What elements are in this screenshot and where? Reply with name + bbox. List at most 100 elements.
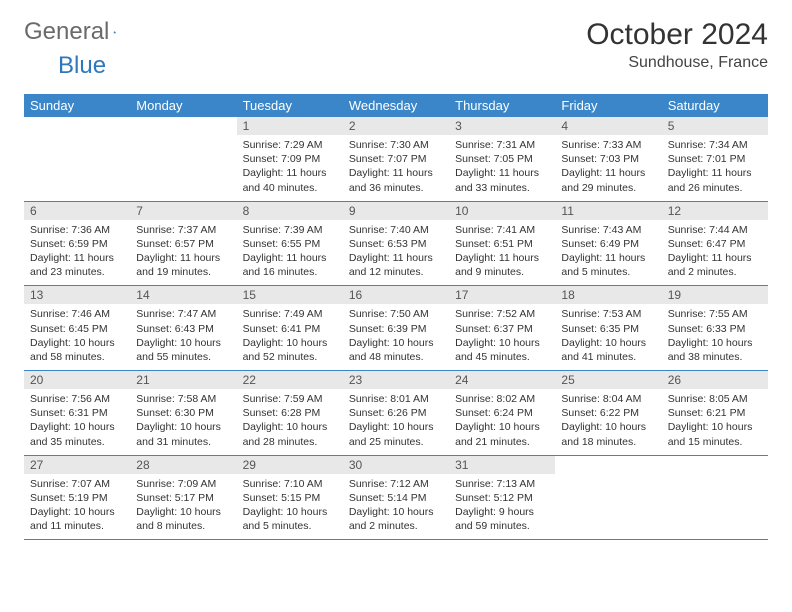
calendar-day-cell: 25Sunrise: 8:04 AMSunset: 6:22 PMDayligh… (555, 371, 661, 456)
day-number: 11 (555, 202, 661, 220)
day-number: 28 (130, 456, 236, 474)
daylight-text: Daylight: 11 hours and 2 minutes. (668, 251, 762, 279)
calendar-day-cell: 14Sunrise: 7:47 AMSunset: 6:43 PMDayligh… (130, 286, 236, 371)
day-number: 27 (24, 456, 130, 474)
daylight-text: Daylight: 10 hours and 15 minutes. (668, 420, 762, 448)
sunrise-text: Sunrise: 7:52 AM (455, 307, 549, 321)
logo-text-blue: Blue (58, 52, 106, 80)
location-title: Sundhouse, France (586, 54, 768, 72)
day-details: Sunrise: 7:59 AMSunset: 6:28 PMDaylight:… (237, 389, 343, 455)
sunset-text: Sunset: 6:31 PM (30, 406, 124, 420)
calendar-day-cell: 6Sunrise: 7:36 AMSunset: 6:59 PMDaylight… (24, 201, 130, 286)
sunset-text: Sunset: 5:14 PM (349, 491, 443, 505)
day-details: Sunrise: 7:58 AMSunset: 6:30 PMDaylight:… (130, 389, 236, 455)
daylight-text: Daylight: 10 hours and 21 minutes. (455, 420, 549, 448)
calendar-table: SundayMondayTuesdayWednesdayThursdayFrid… (24, 94, 768, 540)
day-details: Sunrise: 7:36 AMSunset: 6:59 PMDaylight:… (24, 220, 130, 286)
sunset-text: Sunset: 7:09 PM (243, 152, 337, 166)
sunset-text: Sunset: 6:53 PM (349, 237, 443, 251)
sunset-text: Sunset: 6:37 PM (455, 322, 549, 336)
day-number: 1 (237, 117, 343, 135)
day-details: Sunrise: 7:53 AMSunset: 6:35 PMDaylight:… (555, 304, 661, 370)
sunset-text: Sunset: 6:55 PM (243, 237, 337, 251)
sunset-text: Sunset: 6:59 PM (30, 237, 124, 251)
calendar-day-cell: 20Sunrise: 7:56 AMSunset: 6:31 PMDayligh… (24, 371, 130, 456)
day-details: Sunrise: 8:05 AMSunset: 6:21 PMDaylight:… (662, 389, 768, 455)
day-number: 22 (237, 371, 343, 389)
daylight-text: Daylight: 10 hours and 38 minutes. (668, 336, 762, 364)
daylight-text: Daylight: 11 hours and 12 minutes. (349, 251, 443, 279)
calendar-day-cell: 16Sunrise: 7:50 AMSunset: 6:39 PMDayligh… (343, 286, 449, 371)
daylight-text: Daylight: 10 hours and 25 minutes. (349, 420, 443, 448)
calendar-week-row: 20Sunrise: 7:56 AMSunset: 6:31 PMDayligh… (24, 371, 768, 456)
day-number: 10 (449, 202, 555, 220)
sunset-text: Sunset: 5:19 PM (30, 491, 124, 505)
sunset-text: Sunset: 6:35 PM (561, 322, 655, 336)
day-number: 7 (130, 202, 236, 220)
calendar-day-cell: 22Sunrise: 7:59 AMSunset: 6:28 PMDayligh… (237, 371, 343, 456)
calendar-day-cell: 15Sunrise: 7:49 AMSunset: 6:41 PMDayligh… (237, 286, 343, 371)
sunrise-text: Sunrise: 7:41 AM (455, 223, 549, 237)
calendar-header-row: SundayMondayTuesdayWednesdayThursdayFrid… (24, 94, 768, 117)
calendar-day-cell: 23Sunrise: 8:01 AMSunset: 6:26 PMDayligh… (343, 371, 449, 456)
sunrise-text: Sunrise: 7:29 AM (243, 138, 337, 152)
calendar-day-cell: 12 Sunrise: 7:44 AMSunset: 6:47 PMDayligh… (662, 201, 768, 286)
day-details: Sunrise: 7:41 AMSunset: 6:51 PMDaylight:… (449, 220, 555, 286)
day-number: 12 (662, 202, 768, 220)
day-details: Sunrise: 8:04 AMSunset: 6:22 PMDaylight:… (555, 389, 661, 455)
daylight-text: Daylight: 10 hours and 2 minutes. (349, 505, 443, 533)
calendar-day-cell: 2Sunrise: 7:30 AMSunset: 7:07 PMDaylight… (343, 117, 449, 201)
sunrise-text: Sunrise: 7:30 AM (349, 138, 443, 152)
sunrise-text: Sunrise: 7:44 AM (668, 223, 762, 237)
day-details: Sunrise: 7:30 AMSunset: 7:07 PMDaylight:… (343, 135, 449, 201)
sunset-text: Sunset: 6:33 PM (668, 322, 762, 336)
day-details: Sunrise: 7:40 AMSunset: 6:53 PMDaylight:… (343, 220, 449, 286)
sunset-text: Sunset: 6:45 PM (30, 322, 124, 336)
weekday-header: Friday (555, 94, 661, 117)
calendar-day-cell: 21Sunrise: 7:58 AMSunset: 6:30 PMDayligh… (130, 371, 236, 456)
sunset-text: Sunset: 7:05 PM (455, 152, 549, 166)
calendar-day-cell: 13Sunrise: 7:46 AMSunset: 6:45 PMDayligh… (24, 286, 130, 371)
daylight-text: Daylight: 10 hours and 11 minutes. (30, 505, 124, 533)
sunrise-text: Sunrise: 7:33 AM (561, 138, 655, 152)
sunrise-text: Sunrise: 7:39 AM (243, 223, 337, 237)
calendar-day-cell: 28Sunrise: 7:09 AMSunset: 5:17 PMDayligh… (130, 455, 236, 540)
daylight-text: Daylight: 10 hours and 8 minutes. (136, 505, 230, 533)
sunrise-text: Sunrise: 7:31 AM (455, 138, 549, 152)
calendar-day-cell: 5Sunrise: 7:34 AMSunset: 7:01 PMDaylight… (662, 117, 768, 201)
sunset-text: Sunset: 6:30 PM (136, 406, 230, 420)
calendar-week-row: 13Sunrise: 7:46 AMSunset: 6:45 PMDayligh… (24, 286, 768, 371)
logo-text-grey: General (24, 18, 109, 46)
day-details: Sunrise: 7:56 AMSunset: 6:31 PMDaylight:… (24, 389, 130, 455)
sunset-text: Sunset: 6:21 PM (668, 406, 762, 420)
daylight-text: Daylight: 11 hours and 16 minutes. (243, 251, 337, 279)
sunset-text: Sunset: 7:03 PM (561, 152, 655, 166)
calendar-day-cell: 8 Sunrise: 7:39 AMSunset: 6:55 PMDaylight… (237, 201, 343, 286)
sunset-text: Sunset: 6:49 PM (561, 237, 655, 251)
day-number: 18 (555, 286, 661, 304)
day-details: Sunrise: 8:02 AMSunset: 6:24 PMDaylight:… (449, 389, 555, 455)
sunset-text: Sunset: 5:12 PM (455, 491, 549, 505)
weekday-header: Sunday (24, 94, 130, 117)
sunset-text: Sunset: 5:15 PM (243, 491, 337, 505)
day-number: 8 (237, 202, 343, 220)
calendar-week-row: 27Sunrise: 7:07 AMSunset: 5:19 PMDayligh… (24, 455, 768, 540)
sunset-text: Sunset: 6:28 PM (243, 406, 337, 420)
daylight-text: Daylight: 11 hours and 26 minutes. (668, 166, 762, 194)
day-details: Sunrise: 7:52 AMSunset: 6:37 PMDaylight:… (449, 304, 555, 370)
daylight-text: Daylight: 10 hours and 28 minutes. (243, 420, 337, 448)
sunset-text: Sunset: 6:47 PM (668, 237, 762, 251)
sunrise-text: Sunrise: 7:58 AM (136, 392, 230, 406)
calendar-day-cell (662, 455, 768, 540)
sunrise-text: Sunrise: 8:01 AM (349, 392, 443, 406)
day-details: Sunrise: 7:09 AMSunset: 5:17 PMDaylight:… (130, 474, 236, 540)
month-title: October 2024 (586, 18, 768, 52)
title-block: October 2024 Sundhouse, France (586, 18, 768, 72)
weekday-header: Monday (130, 94, 236, 117)
sunset-text: Sunset: 7:01 PM (668, 152, 762, 166)
day-number: 25 (555, 371, 661, 389)
sunrise-text: Sunrise: 8:02 AM (455, 392, 549, 406)
day-number: 21 (130, 371, 236, 389)
calendar-day-cell: 9Sunrise: 7:40 AMSunset: 6:53 PMDaylight… (343, 201, 449, 286)
daylight-text: Daylight: 10 hours and 18 minutes. (561, 420, 655, 448)
